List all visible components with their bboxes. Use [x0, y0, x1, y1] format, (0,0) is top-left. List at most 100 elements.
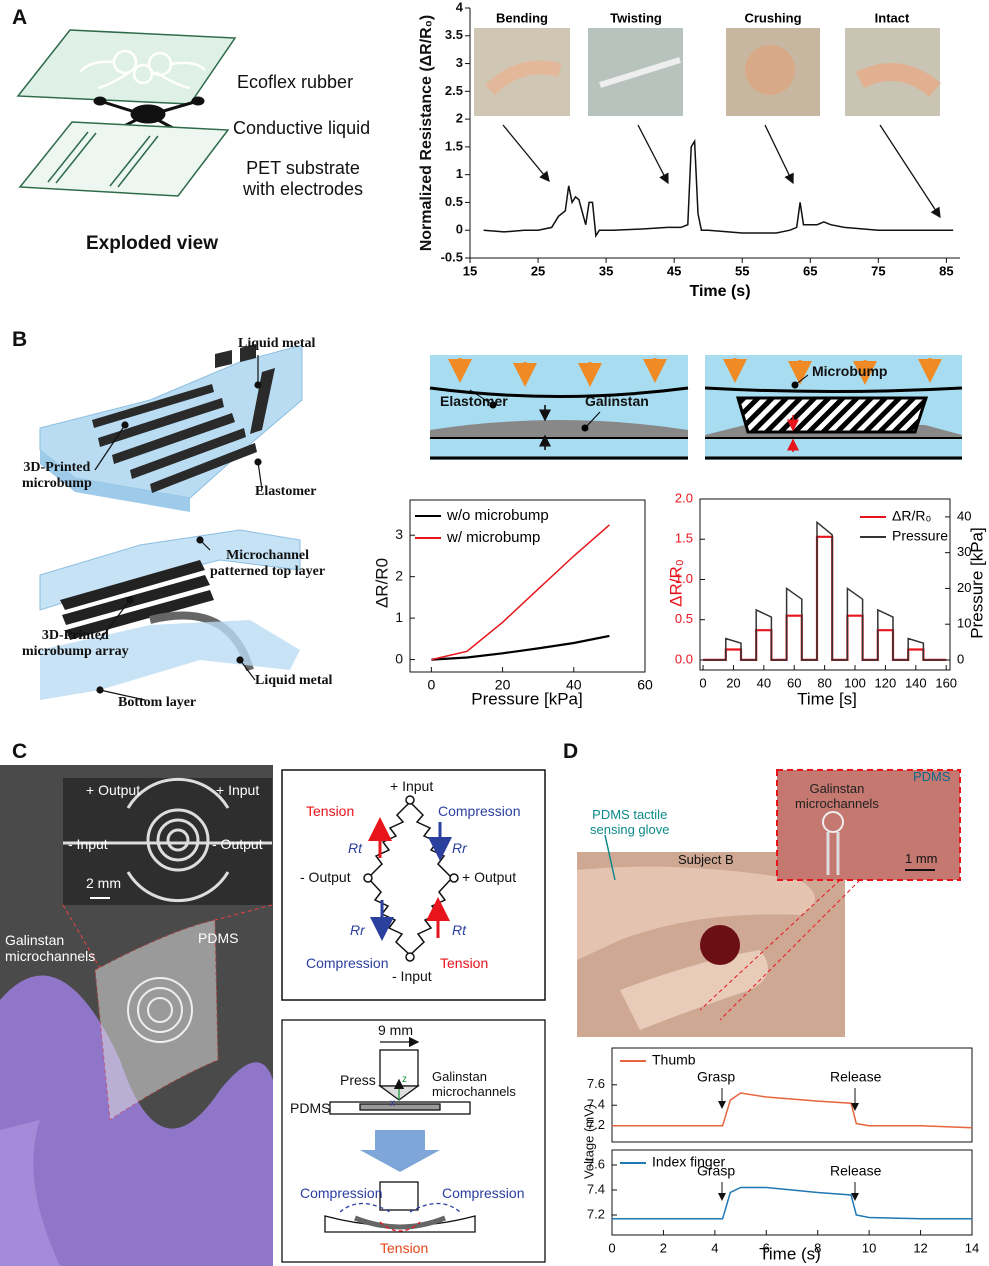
photo-c — [0, 765, 273, 1266]
y-tick-label: 3.5 — [445, 27, 463, 42]
y2-tick-label: 30 — [957, 544, 971, 559]
y-tick-label: 7.4 — [587, 1097, 605, 1112]
y-tick-label: 0.5 — [675, 611, 693, 626]
plot-frame — [611, 1047, 973, 1143]
series-line — [483, 138, 954, 239]
callout: 3D-Printed microbump — [22, 460, 92, 492]
y-axis-label: Voltage (mV) — [581, 1103, 597, 1180]
x-tick-label: 60 — [637, 677, 653, 693]
y-tick-label: 2 — [395, 567, 403, 583]
x-tick-label: 20 — [495, 677, 511, 693]
bridge-label: Compression — [306, 955, 389, 971]
photo-label: Galinstan microchannels — [795, 781, 879, 811]
legend-label: w/ microbump — [446, 529, 540, 546]
series-line — [703, 520, 947, 661]
y-tick-label: 7.4 — [587, 1181, 605, 1196]
y2-tick-label: 20 — [957, 580, 971, 595]
y-tick-label: 1.5 — [445, 138, 463, 153]
annotation: Intact — [875, 10, 910, 25]
layer-label: PET substrate with electrodes — [243, 158, 364, 199]
bridge-label: Rt — [348, 840, 362, 856]
legend-label: ΔR/R₀ — [892, 508, 931, 524]
x-tick-label: 0 — [608, 1240, 615, 1255]
y-tick-label: 0 — [456, 222, 463, 237]
x-tick-label: 10 — [862, 1240, 876, 1255]
y-tick-label: 2 — [456, 111, 463, 126]
schematic-label: Galinstan — [585, 393, 649, 409]
panel-letter: B — [12, 328, 28, 351]
x-tick-label: 14 — [965, 1240, 979, 1255]
annotation: Grasp — [697, 1163, 735, 1179]
bridge-label: + Output — [462, 869, 517, 885]
x-axis-label: Pressure [kPa] — [471, 689, 583, 708]
annotation: Crushing — [744, 10, 801, 25]
y2-tick-label: 10 — [957, 616, 971, 631]
y-axis-label: ΔR/R0 — [372, 558, 391, 608]
setup-label: 9 mm — [378, 1022, 413, 1038]
x-tick-label: 65 — [803, 263, 817, 278]
y2-tick-label: 0 — [957, 651, 964, 666]
layer-label: Ecoflex rubber — [237, 72, 354, 92]
annotation: Release — [830, 1069, 882, 1085]
y-tick-label: 0 — [395, 650, 403, 666]
y-axis-label: ΔR/R₀ — [666, 559, 685, 607]
layer-label: Conductive liquid — [233, 118, 371, 138]
bridge-label: Compression — [438, 803, 521, 819]
scale-bar-label: 2 mm — [86, 875, 121, 891]
x-tick-label: 4 — [711, 1240, 718, 1255]
sensor-diagram-b — [39, 344, 303, 701]
y-tick-label: 7.6 — [587, 1156, 605, 1171]
legend-label: Thumb — [652, 1052, 696, 1068]
callout: Microchannel patterned top layer — [210, 548, 326, 580]
annotation: Grasp — [697, 1069, 735, 1085]
x-tick-label: 140 — [905, 675, 927, 690]
scale-bar-label: 1 mm — [905, 851, 938, 866]
bridge-label: Rr — [350, 922, 365, 938]
setup-label: PDMS — [290, 1100, 331, 1116]
callout: Elastomer — [255, 484, 317, 499]
x-tick-label: 25 — [531, 263, 545, 278]
series-line — [431, 634, 610, 661]
y-tick-label: 7.2 — [587, 1206, 605, 1221]
plot-frame — [409, 499, 646, 673]
photo-label: PDMS — [913, 769, 951, 784]
callout: Liquid metal — [255, 673, 333, 688]
x-tick-label: 8 — [814, 1240, 821, 1255]
annotation: Bending — [496, 10, 548, 25]
panel-letter: D — [563, 740, 579, 763]
setup-label: Compression — [442, 1185, 525, 1201]
panel-letter: C — [12, 740, 28, 763]
legend-label: w/o microbump — [446, 507, 549, 524]
y-tick-label: 7.6 — [587, 1076, 605, 1091]
x-tick-label: 100 — [844, 675, 866, 690]
axis-z: z — [402, 1074, 407, 1085]
y-tick-label: 1.5 — [675, 531, 693, 546]
x-tick-label: 45 — [667, 263, 681, 278]
callout: 3D-Printed microbump array — [22, 628, 129, 660]
photo-label: PDMS tactile sensing glove — [590, 807, 670, 837]
exploded-view — [16, 29, 237, 197]
y-tick-label: 0.5 — [445, 194, 463, 209]
y-axis-label: Normalized Resistance (ΔR/R₀) — [418, 15, 435, 252]
plot-frame — [699, 498, 951, 671]
photo-label: + Output — [86, 782, 141, 798]
series-line — [612, 1092, 973, 1129]
photo-label: + Input — [216, 782, 260, 798]
bridge-circuit — [281, 769, 546, 1001]
x-tick-label: 75 — [871, 263, 885, 278]
charts: 15 25 35 45 55 65 75 85 -0.5 0 0.5 1 1.5 2 2.5 3 3.5 4 Tim… — [372, 0, 986, 1263]
bridge-label: - Output — [300, 869, 351, 885]
photo-d — [577, 769, 961, 1037]
legend-label: Index finger — [652, 1154, 725, 1170]
photo-label: PDMS — [198, 930, 239, 946]
setup-label: Compression — [300, 1185, 383, 1201]
x-tick-label: 6 — [763, 1240, 770, 1255]
setup-label: Tension — [380, 1240, 429, 1256]
y2-axis-label: Pressure [kPa] — [967, 527, 986, 639]
test-setup — [281, 1019, 546, 1263]
callout: Liquid metal — [238, 336, 316, 351]
photos-a — [474, 28, 941, 219]
bridge-label: - Input — [392, 968, 432, 984]
y-tick-label: -0.5 — [441, 249, 463, 264]
y-tick-label: 1.0 — [675, 571, 693, 586]
